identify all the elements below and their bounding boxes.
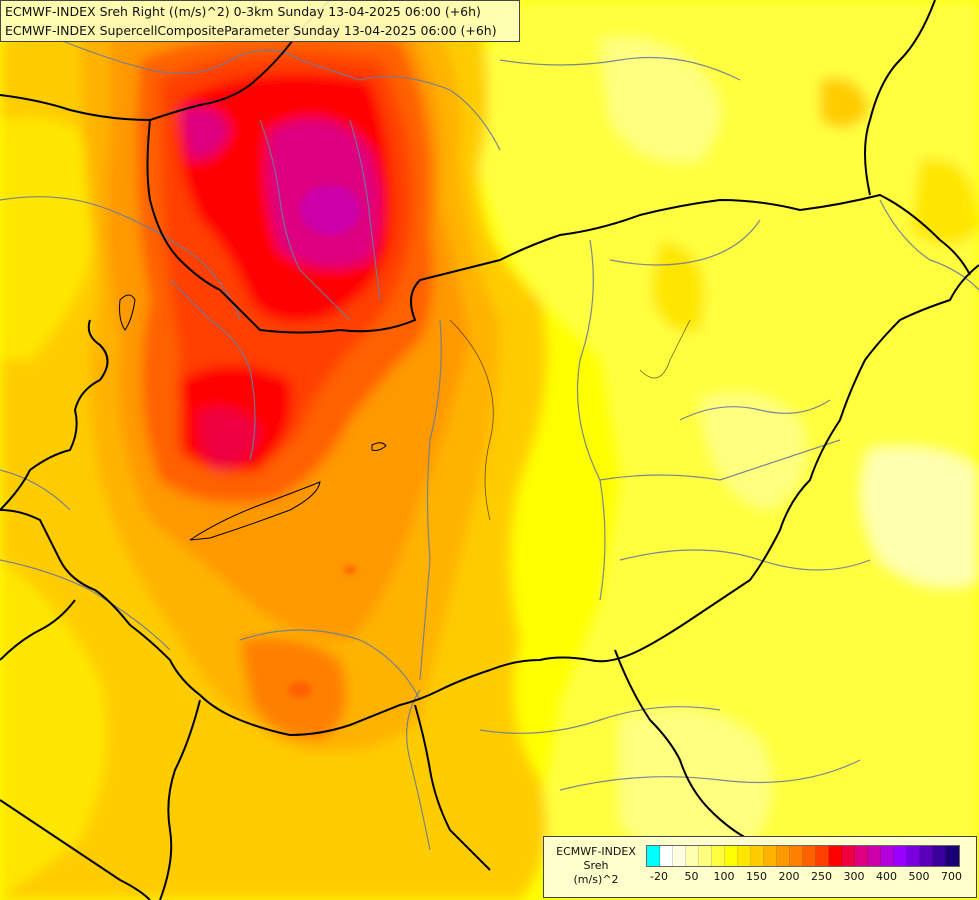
legend-swatch-10 <box>777 846 790 866</box>
legend-swatch-6 <box>725 846 738 866</box>
legend-swatch-0 <box>647 846 660 866</box>
legend-swatch-9 <box>764 846 777 866</box>
legend-swatch-22 <box>933 846 946 866</box>
legend-tick-label: -20 <box>650 870 668 883</box>
legend-swatch-19 <box>894 846 907 866</box>
rivers <box>0 39 979 851</box>
legend-tick-label: 50 <box>684 870 699 883</box>
legend-swatch-21 <box>920 846 933 866</box>
legend-swatch-23 <box>946 846 959 866</box>
region-borders <box>449 319 691 521</box>
legend-swatch-18 <box>881 846 894 866</box>
lakes <box>119 294 387 541</box>
legend-swatch-7 <box>738 846 751 866</box>
legend-swatch-2 <box>673 846 686 866</box>
legend-swatch-13 <box>816 846 829 866</box>
title-line-1: ECMWF-INDEX Sreh Right ((m/s)^2) 0-3km S… <box>5 4 481 19</box>
legend-ticks: -20 50 100 150 200 250 300 400 500 700 <box>646 870 962 886</box>
legend-swatch-20 <box>907 846 920 866</box>
title-line-2: ECMWF-INDEX SupercellCompositeParameter … <box>5 23 497 38</box>
legend-swatch-3 <box>686 846 699 866</box>
legend-swatch-16 <box>855 846 868 866</box>
legend-swatch-11 <box>790 846 803 866</box>
legend-tick-label: 200 <box>778 870 800 883</box>
legend-swatches <box>646 845 960 867</box>
sreh-spots <box>288 185 360 698</box>
legend-scale: -20 50 100 150 200 250 300 400 500 700 <box>646 845 962 886</box>
legend-tick-label: 300 <box>843 870 865 883</box>
legend-swatch-15 <box>842 846 855 866</box>
legend-swatch-1 <box>660 846 673 866</box>
legend-title-line-3: (m/s)^2 <box>573 873 619 886</box>
legend-tick-label: 100 <box>713 870 735 883</box>
legend-swatch-5 <box>712 846 725 866</box>
color-legend: ECMWF-INDEX Sreh (m/s)^2 -20 50 100 150 200 2… <box>543 836 977 898</box>
legend-swatch-17 <box>868 846 881 866</box>
legend-tick-label: 250 <box>811 870 832 883</box>
legend-swatch-12 <box>803 846 816 866</box>
legend-tick-label: 500 <box>908 870 930 883</box>
legend-swatch-4 <box>699 846 712 866</box>
legend-tick-label: 700 <box>941 870 962 883</box>
legend-title-line-1: ECMWF-INDEX <box>556 845 636 858</box>
legend-tick-label: 150 <box>746 870 767 883</box>
legend-swatch-8 <box>751 846 764 866</box>
map-title-box: ECMWF-INDEX Sreh Right ((m/s)^2) 0-3km S… <box>0 0 520 42</box>
legend-title: ECMWF-INDEX Sreh (m/s)^2 <box>550 845 642 887</box>
legend-title-line-2: Sreh <box>583 859 609 872</box>
legend-tick-label: 400 <box>876 870 897 883</box>
legend-swatch-14 <box>829 846 842 866</box>
